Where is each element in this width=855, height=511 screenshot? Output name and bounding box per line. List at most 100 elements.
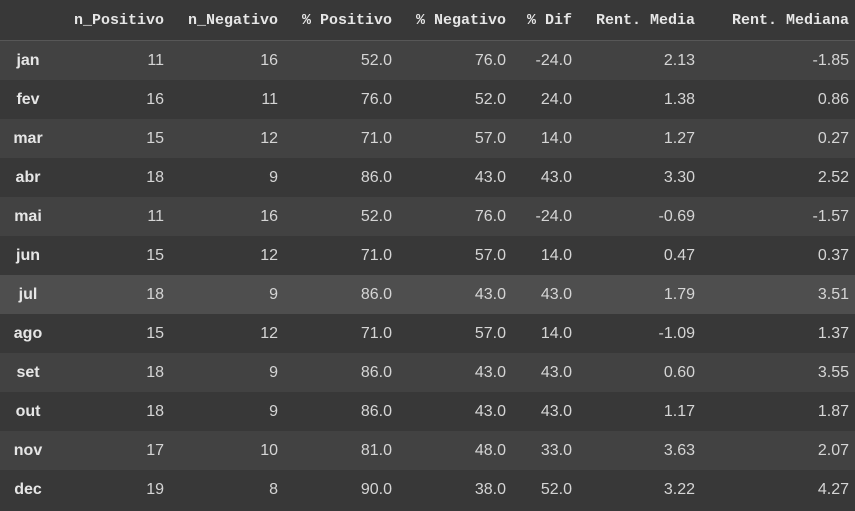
table-cell: 16 xyxy=(260,51,278,69)
table-cell: 8 xyxy=(269,480,278,498)
table-cell: 15 xyxy=(146,129,164,147)
table-cell: 2.07 xyxy=(817,441,849,459)
table-cell: 0.86 xyxy=(817,90,849,108)
table-row: nov 17 10 81.0 48.0 33.0 3.63 2.07 xyxy=(0,431,855,470)
header-pct-dif: % Dif xyxy=(512,0,578,41)
header-row: n_Positivo n_Negativo % Positivo % Negat… xyxy=(0,0,855,41)
table-row: out 18 9 86.0 43.0 43.0 1.17 1.87 xyxy=(0,392,855,431)
table-cell: 33.0 xyxy=(540,441,572,459)
table-body: jan 11 16 52.0 76.0 -24.0 2.13 -1.85 fev 16 11 76.0… xyxy=(0,40,855,509)
table-row: dec 19 8 90.0 38.0 52.0 3.22 4.27 xyxy=(0,470,855,509)
header-index xyxy=(0,0,52,41)
table-cell: 10 xyxy=(260,441,278,459)
table-cell: 9 xyxy=(269,168,278,186)
table-cell: 24.0 xyxy=(540,90,572,108)
table-cell: 12 xyxy=(260,324,278,342)
table-cell: 3.55 xyxy=(817,363,849,381)
table-cell: 12 xyxy=(260,129,278,147)
table-cell: 18 xyxy=(146,363,164,381)
row-index-label: dec xyxy=(14,480,42,498)
row-index-label: jun xyxy=(16,246,40,264)
header-n-negativo: n_Negativo xyxy=(170,0,284,41)
table-cell: 9 xyxy=(269,285,278,303)
table-cell: 3.51 xyxy=(817,285,849,303)
table-cell: 52.0 xyxy=(540,480,572,498)
table-cell: 1.37 xyxy=(817,324,849,342)
table-cell: 9 xyxy=(269,363,278,381)
header-pct-negativo: % Negativo xyxy=(398,0,512,41)
table-cell: -24.0 xyxy=(535,51,572,69)
table-cell: 43.0 xyxy=(474,363,506,381)
table-row: abr 18 9 86.0 43.0 43.0 3.30 2.52 xyxy=(0,158,855,197)
table-cell: 3.63 xyxy=(663,441,695,459)
row-index-label: fev xyxy=(16,90,40,108)
table-cell: 76.0 xyxy=(474,51,506,69)
table-cell: -0.69 xyxy=(658,207,695,225)
table-row: mai 11 16 52.0 76.0 -24.0 -0.69 -1.57 xyxy=(0,197,855,236)
header-pct-positivo: % Positivo xyxy=(284,0,398,41)
table-cell: 11 xyxy=(147,207,164,225)
table-cell: 1.38 xyxy=(663,90,695,108)
table-row: jul 18 9 86.0 43.0 43.0 1.79 3.51 xyxy=(0,275,855,314)
header-rent-mediana: Rent. Mediana xyxy=(701,0,855,41)
table-cell: 0.37 xyxy=(817,246,849,264)
table-cell: 43.0 xyxy=(474,168,506,186)
table-cell: 18 xyxy=(146,285,164,303)
table-cell: 71.0 xyxy=(360,246,392,264)
table-header: n_Positivo n_Negativo % Positivo % Negat… xyxy=(0,0,855,41)
row-index-label: set xyxy=(16,363,40,381)
table-cell: 19 xyxy=(146,480,164,498)
table-cell: -24.0 xyxy=(535,207,572,225)
row-index-label: jul xyxy=(18,285,38,303)
table-cell: 1.79 xyxy=(663,285,695,303)
header-rent-media: Rent. Media xyxy=(578,0,701,41)
table-cell: 9 xyxy=(269,402,278,420)
table-row: set 18 9 86.0 43.0 43.0 0.60 3.55 xyxy=(0,353,855,392)
table-cell: 86.0 xyxy=(360,168,392,186)
table-cell: 4.27 xyxy=(817,480,849,498)
table-cell: 2.13 xyxy=(663,51,695,69)
table-cell: 71.0 xyxy=(360,129,392,147)
table-cell: 43.0 xyxy=(540,168,572,186)
table-cell: 11 xyxy=(261,90,278,108)
table-cell: 0.47 xyxy=(663,246,695,264)
table-cell: 15 xyxy=(146,324,164,342)
table-cell: 15 xyxy=(146,246,164,264)
table-cell: 14.0 xyxy=(540,324,572,342)
header-n-positivo: n_Positivo xyxy=(52,0,170,41)
table-cell: 11 xyxy=(147,51,164,69)
table-cell: -1.09 xyxy=(658,324,695,342)
row-index-label: nov xyxy=(13,441,43,459)
table-cell: 81.0 xyxy=(360,441,392,459)
table-cell: 86.0 xyxy=(360,402,392,420)
table-row: fev 16 11 76.0 52.0 24.0 1.38 0.86 xyxy=(0,80,855,119)
table-cell: 16 xyxy=(146,90,164,108)
table-cell: 16 xyxy=(260,207,278,225)
table-cell: 1.87 xyxy=(817,402,849,420)
row-index-label: jan xyxy=(16,51,40,69)
table-cell: 2.52 xyxy=(817,168,849,186)
table-cell: 1.17 xyxy=(663,402,695,420)
table-cell: 43.0 xyxy=(474,285,506,303)
table-cell: 43.0 xyxy=(540,402,572,420)
table-cell: 14.0 xyxy=(540,246,572,264)
table-cell: 52.0 xyxy=(360,207,392,225)
table-cell: 18 xyxy=(146,168,164,186)
table-cell: 43.0 xyxy=(540,363,572,381)
table-cell: 71.0 xyxy=(360,324,392,342)
table-cell: 76.0 xyxy=(360,90,392,108)
table-cell: 1.27 xyxy=(663,129,695,147)
table-cell: 43.0 xyxy=(474,402,506,420)
table-cell: 48.0 xyxy=(474,441,506,459)
row-index-label: out xyxy=(15,402,41,420)
table-cell: 86.0 xyxy=(360,285,392,303)
table-cell: 57.0 xyxy=(474,246,506,264)
table-cell: 52.0 xyxy=(360,51,392,69)
table-cell: 0.27 xyxy=(817,129,849,147)
table-cell: 3.30 xyxy=(663,168,695,186)
table-cell: 12 xyxy=(260,246,278,264)
table-row: ago 15 12 71.0 57.0 14.0 -1.09 1.37 xyxy=(0,314,855,353)
table-cell: 52.0 xyxy=(474,90,506,108)
row-index-label: mar xyxy=(13,129,43,147)
